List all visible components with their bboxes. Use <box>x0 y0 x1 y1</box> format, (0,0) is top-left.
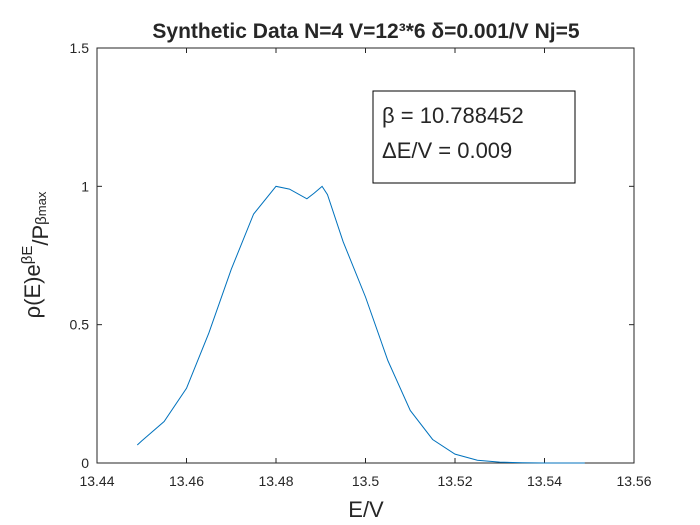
x-tick-label: 13.48 <box>258 473 293 489</box>
x-tick-label: 13.5 <box>352 473 379 489</box>
y-label-part: ρ(E)e <box>20 264 45 318</box>
x-tick-label: 13.52 <box>437 473 472 489</box>
x-tick-label: 13.46 <box>169 473 204 489</box>
y-tick-label: 1.5 <box>70 40 90 56</box>
y-label-part: /P <box>28 225 53 246</box>
y-tick-label: 0.5 <box>70 317 90 333</box>
x-axis-label: E/V <box>348 497 384 522</box>
data-line <box>136 185 585 464</box>
x-tick-label: 13.44 <box>79 473 114 489</box>
y-tick-label: 1 <box>81 178 89 194</box>
y-label-part: max <box>34 191 49 216</box>
chart-title: Synthetic Data N=4 V=12³*6 δ=0.001/V Nj=… <box>152 20 579 43</box>
y-axis-label: ρ(E)eβE/Pβmax <box>19 191 53 318</box>
x-tick-label: 13.54 <box>527 473 562 489</box>
y-label-part: β <box>33 216 50 225</box>
y-tick-label: 0 <box>81 455 89 471</box>
annotation-text: ΔE/V = 0.009 <box>382 138 512 163</box>
x-tick-label: 13.56 <box>616 473 651 489</box>
annotation-box <box>372 90 576 184</box>
y-label-part: βE <box>19 246 36 265</box>
annotation-text: β = 10.788452 <box>382 103 524 128</box>
